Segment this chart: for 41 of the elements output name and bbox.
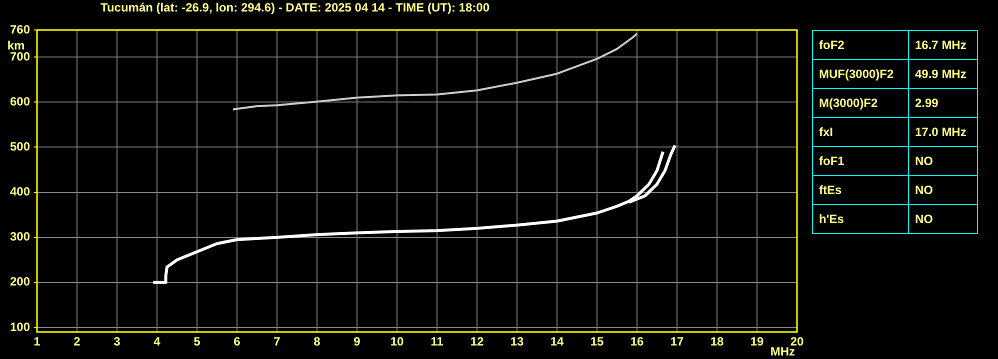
text: 49.9 MHz [908,60,978,88]
x-tick-label: 8 [314,334,321,349]
x-tick-label: 19 [750,334,764,349]
text: NO [908,204,978,234]
x-tick-label: 18 [710,334,724,349]
text: NO [908,176,978,204]
text: fxI [812,118,908,146]
text: h'Es [812,204,908,234]
x-tick-label: 7 [274,334,281,349]
x-tick-label: 17 [670,334,684,349]
x-tick-label: 16 [630,334,644,349]
text: foF1 [812,146,908,176]
y-tick-label: 760 [10,22,30,36]
y-tick-label: 300 [10,230,30,244]
x-tick-label: 2 [74,334,81,349]
x-tick-label: 12 [470,334,484,349]
x-tick-label: 10 [390,334,404,349]
text: foF2 [812,30,908,60]
x-tick-label: 6 [234,334,241,349]
text: NO [908,146,978,176]
text: M(3000)F2 [812,88,908,118]
x-tick-label: 9 [354,334,361,349]
text: 2.99 [908,88,978,118]
y-tick-label: 500 [10,140,30,154]
x-tick-label: 14 [550,334,564,349]
chart-title: Tucumán (lat: -26.9, lon: 294.6) - DATE: 2025 04 14 - TIME (UT): 18:00 [100,0,490,14]
text: 17.0 MHz [908,118,978,146]
y-tick-label: 200 [10,274,30,289]
x-tick-label: 5 [194,334,201,349]
x-tick-label: 1 [34,334,41,349]
x-tick-label: 13 [510,334,524,349]
x-tick-label: 11 [430,334,444,349]
y-tick-label: 100 [10,320,30,334]
x-tick-label: 15 [590,334,604,349]
text: ftEs [812,176,908,204]
x-tick-label: 3 [114,334,121,349]
x-tick-label: 4 [154,334,161,349]
text: 16.7 MHz [908,30,978,60]
y-tick-label: 400 [10,184,30,199]
y-tick-label: 600 [10,94,30,108]
text: MUF(3000)F2 [812,60,908,88]
